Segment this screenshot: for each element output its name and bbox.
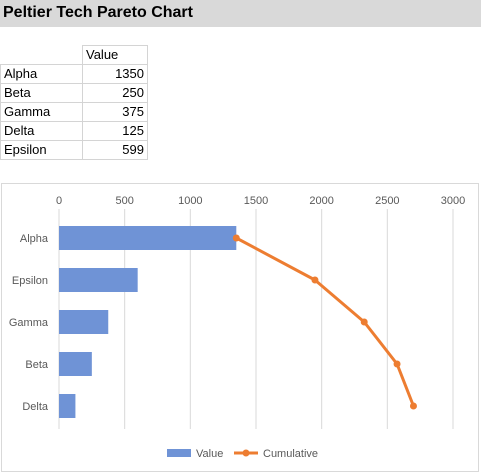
x-tick-label: 3000 xyxy=(441,195,465,207)
row-name-cell[interactable]: Beta xyxy=(0,83,83,103)
bar-epsilon xyxy=(59,268,138,292)
table-row: Beta 250 xyxy=(0,83,148,103)
sheet-title: Peltier Tech Pareto Chart xyxy=(3,4,193,21)
legend-cumulative-label: Cumulative xyxy=(263,448,318,460)
table-row: Delta 125 xyxy=(0,121,148,141)
legend-value-label: Value xyxy=(196,448,223,460)
y-category-label: Alpha xyxy=(20,233,49,245)
y-category-label: Delta xyxy=(22,401,49,413)
cumulative-point xyxy=(311,276,319,284)
row-name-cell[interactable]: Gamma xyxy=(0,102,83,122)
y-category-label: Beta xyxy=(25,359,49,371)
title-band: Peltier Tech Pareto Chart xyxy=(0,0,481,27)
legend-cumulative-marker xyxy=(242,449,250,457)
legend-value-swatch xyxy=(167,449,191,457)
header-name-cell[interactable] xyxy=(0,45,83,65)
cumulative-point xyxy=(409,402,417,410)
data-table: Value Alpha 1350 Beta 250 Gamma 375 Delt… xyxy=(0,45,148,160)
table-row: Alpha 1350 xyxy=(0,64,148,84)
row-name-cell[interactable]: Delta xyxy=(0,121,83,141)
row-value-cell[interactable]: 599 xyxy=(82,140,148,160)
cumulative-point xyxy=(393,360,401,368)
x-tick-label: 2000 xyxy=(309,195,333,207)
row-name-cell[interactable]: Epsilon xyxy=(0,140,83,160)
row-name-cell[interactable]: Alpha xyxy=(0,64,83,84)
bar-delta xyxy=(59,394,76,418)
y-category-label: Gamma xyxy=(9,317,49,329)
x-tick-label: 0 xyxy=(56,195,62,207)
cumulative-point xyxy=(360,318,368,326)
chart-plot-svg: 0 500 1000 1500 2000 2500 3000 Alpha Epsilon Gamm… xyxy=(9,195,465,460)
table-row: Gamma 375 xyxy=(0,102,148,122)
row-value-cell[interactable]: 1350 xyxy=(82,64,148,84)
y-category-label: Epsilon xyxy=(12,275,48,287)
row-value-cell[interactable]: 125 xyxy=(82,121,148,141)
header-value-cell[interactable]: Value xyxy=(82,45,148,65)
row-value-cell[interactable]: 250 xyxy=(82,83,148,103)
row-value-cell[interactable]: 375 xyxy=(82,102,148,122)
x-tick-label: 2500 xyxy=(375,195,399,207)
x-tick-label: 500 xyxy=(115,195,133,207)
bar-gamma xyxy=(59,310,109,334)
x-tick-label: 1000 xyxy=(178,195,202,207)
cumulative-point xyxy=(232,234,240,242)
bar-beta xyxy=(59,352,92,376)
bar-alpha xyxy=(59,226,237,250)
table-header-row: Value xyxy=(0,45,148,65)
pareto-chart[interactable]: 0 500 1000 1500 2000 2500 3000 Alpha Epsilon Gamm… xyxy=(1,183,479,472)
x-tick-label: 1500 xyxy=(244,195,268,207)
table-row: Epsilon 599 xyxy=(0,140,148,160)
